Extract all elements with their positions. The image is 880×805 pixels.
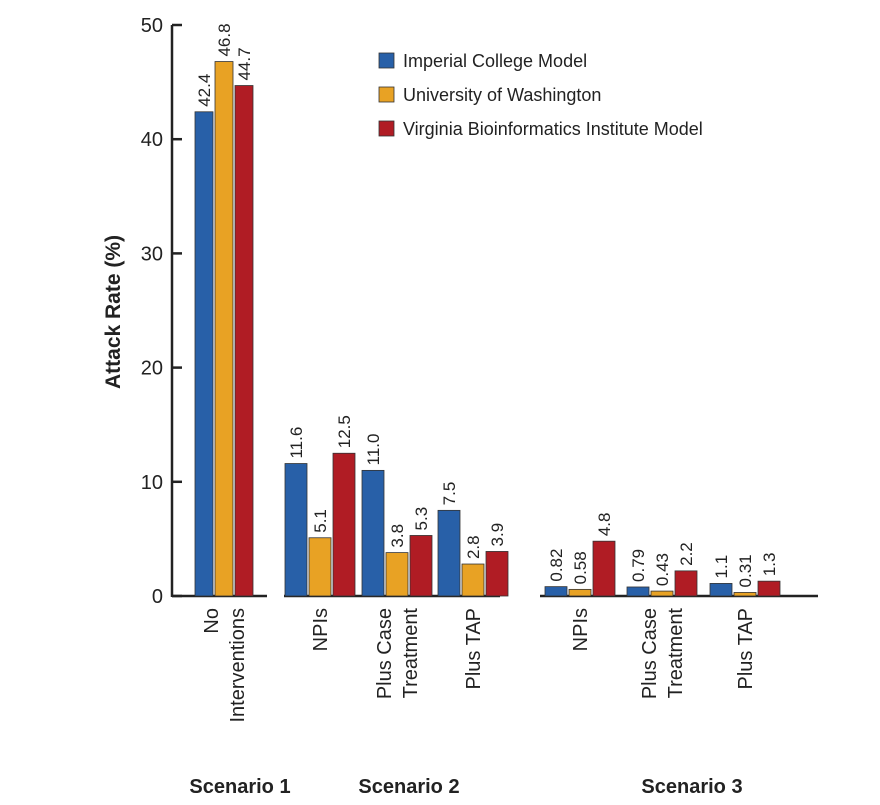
category-label: No (201, 608, 223, 634)
category-label: Interventions (227, 608, 249, 723)
category-label: Plus TAP (463, 608, 485, 690)
value-label: 0.58 (571, 551, 590, 584)
bar (757, 580, 781, 597)
bar (284, 463, 308, 597)
value-label: 1.1 (712, 555, 731, 579)
value-label: 44.7 (235, 47, 254, 80)
value-label: 0.79 (629, 549, 648, 582)
category-labels: No Interventions NPIs Plus Case Treatment Plu… (201, 608, 757, 723)
y-tick-label: 10 (141, 472, 163, 494)
y-axis-label: Attack Rate (%) (102, 235, 125, 389)
legend-swatch (378, 86, 395, 103)
legend: Imperial College Model University of Wash… (378, 51, 703, 139)
value-labels: 42.446.844.7 11.6 5.1 12.5 11.0 3.8 5.3 7.5 2.8 3… (195, 23, 779, 587)
bar (592, 540, 616, 597)
scenario-label: Scenario 2 (358, 776, 459, 798)
y-axis: 0 10 20 30 40 50 (141, 15, 182, 608)
legend-label: University of Washington (403, 85, 601, 105)
value-label: 5.3 (412, 507, 431, 531)
y-tick-label: 20 (141, 358, 163, 380)
bar (544, 586, 568, 597)
bar (194, 111, 214, 597)
value-label: 11.0 (364, 434, 383, 466)
bar (234, 85, 254, 597)
y-tick-label: 0 (152, 586, 163, 608)
bar (485, 551, 509, 597)
bar (437, 509, 461, 597)
scenario-labels: Scenario 1 Scenario 2 Scenario 3 (189, 776, 742, 798)
value-label: 11.6 (287, 427, 306, 459)
bar (214, 61, 234, 597)
scenario-label: Scenario 1 (189, 776, 290, 798)
bar (308, 537, 332, 597)
bar (650, 590, 674, 597)
value-label: 46.8 (215, 23, 234, 56)
value-label: 1.3 (760, 553, 779, 577)
value-label: 0.82 (547, 549, 566, 582)
y-tick-label: 40 (141, 129, 163, 151)
legend-swatch (378, 120, 395, 137)
value-label: 2.8 (464, 535, 483, 559)
category-label: Plus TAP (735, 608, 757, 690)
scenario-label: Scenario 3 (641, 776, 742, 798)
value-label: 3.8 (388, 524, 407, 548)
value-label: 5.1 (311, 509, 330, 533)
bar (733, 592, 757, 597)
bar (332, 452, 356, 597)
category-label: Plus Case (374, 608, 396, 699)
bar (461, 563, 485, 597)
category-label: Plus Case (639, 608, 661, 699)
category-label: Treatment (400, 608, 422, 699)
value-label: 42.4 (195, 74, 214, 107)
value-label: 0.43 (653, 553, 672, 586)
y-tick-label: 50 (141, 15, 163, 37)
bar (674, 570, 698, 597)
bar (409, 535, 433, 597)
value-label: 3.9 (488, 523, 507, 547)
bar (709, 583, 733, 597)
bar (626, 586, 650, 597)
value-label: 7.5 (440, 482, 459, 506)
bars (194, 61, 781, 597)
category-label: Treatment (665, 608, 687, 699)
value-label: 2.2 (677, 542, 696, 566)
category-label: NPIs (310, 608, 332, 651)
legend-swatch (378, 52, 395, 69)
value-label: 4.8 (595, 513, 614, 537)
legend-label: Imperial College Model (403, 51, 587, 71)
category-label: NPIs (570, 608, 592, 651)
legend-label: Virginia Bioinformatics Institute Model (403, 119, 703, 139)
value-label: 12.5 (335, 415, 354, 448)
y-tick-label: 30 (141, 243, 163, 265)
bar (385, 552, 409, 597)
bar (568, 588, 592, 597)
bar (361, 469, 385, 597)
value-label: 0.31 (736, 554, 755, 587)
